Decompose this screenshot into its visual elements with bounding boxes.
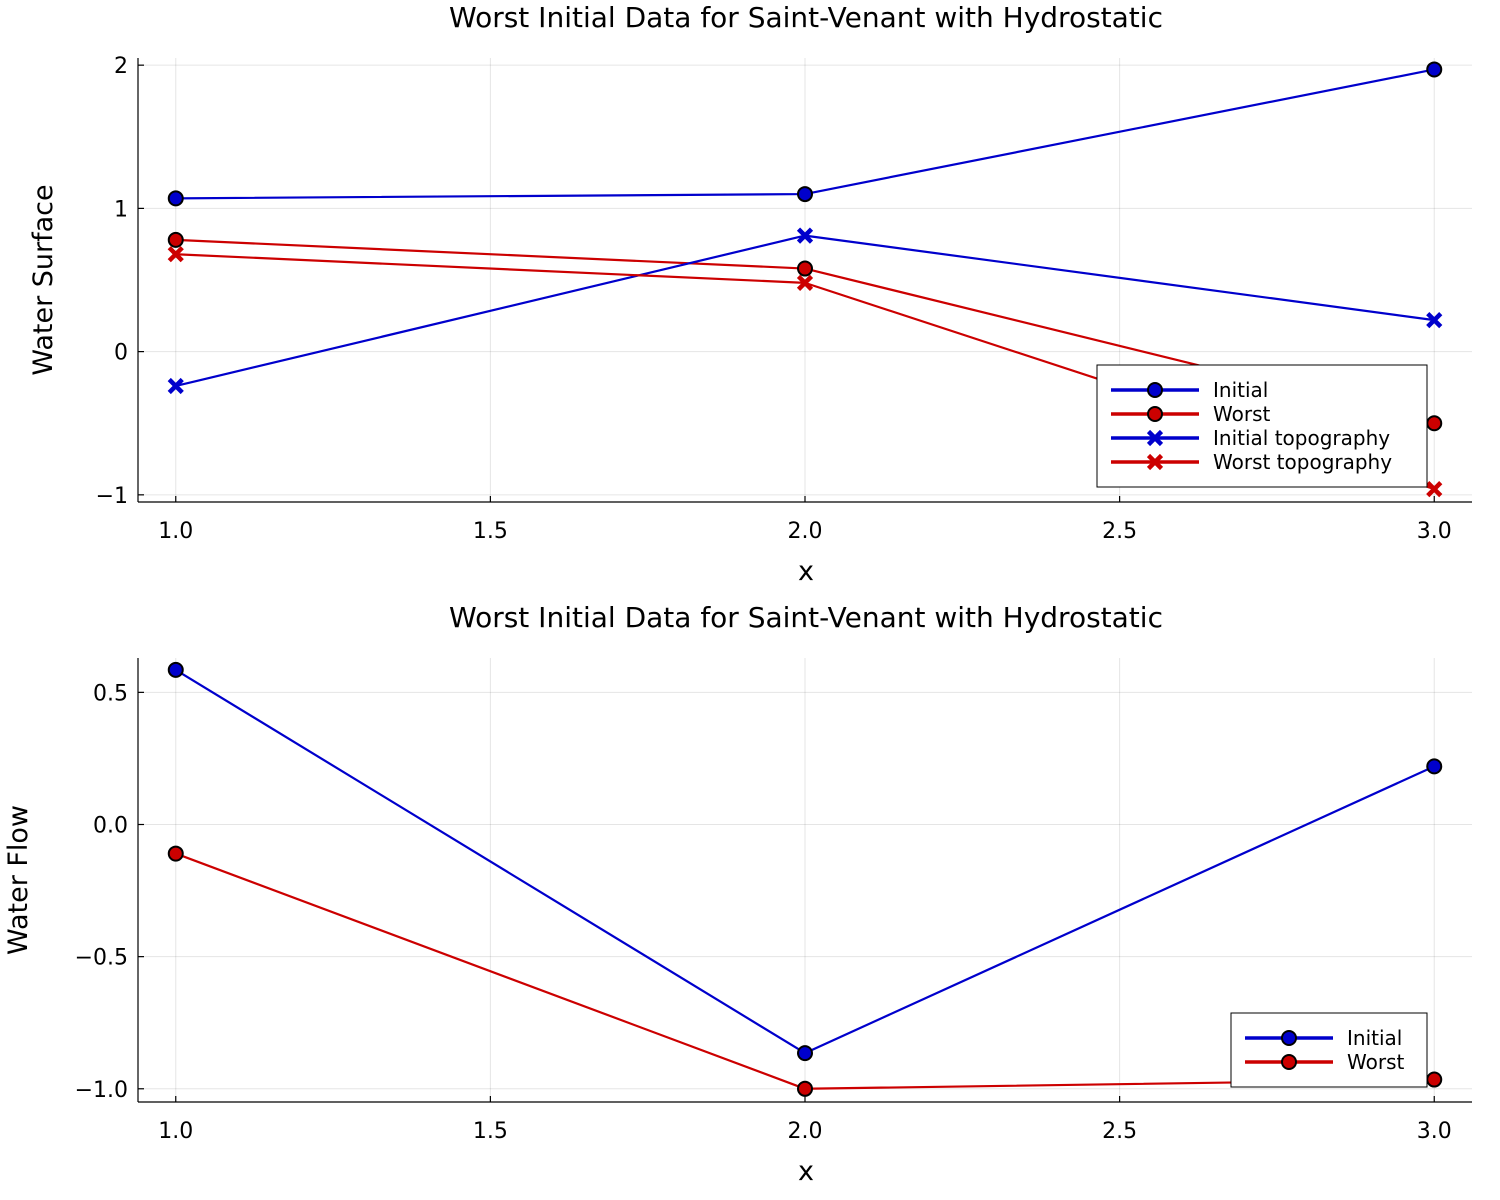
tick-labels: 1.0 1.5 2.0 2.5 3.0 −1 0 1 2 [96,54,1452,544]
data-point [797,260,813,277]
legend-marker [1281,1030,1297,1046]
data-point [797,1080,813,1097]
legend-label: Initial topography [1213,426,1390,450]
x-axis-label: x [798,1156,814,1187]
x-tick-label: 2.0 [788,1119,823,1144]
data-point [796,227,814,244]
legend-label: Worst [1213,402,1270,426]
data-point [1426,415,1443,432]
legend-label: Initial [1213,378,1268,402]
legend-label: Worst topography [1213,450,1392,474]
data-point [1426,312,1443,329]
y-axis-label: Water Flow [3,805,34,955]
chart-title: Worst Initial Data for Saint-Venant with… [449,601,1163,634]
x-tick-label: 3.0 [1417,519,1452,544]
series-group [167,661,1443,1097]
legend-label: Worst [1347,1050,1404,1074]
x-tick-label: 3.0 [1417,1119,1452,1144]
data-point [167,661,184,678]
legend-label: Initial [1347,1026,1402,1050]
y-tick-label: 0 [114,341,128,366]
y-tick-label: 1 [114,197,128,222]
data-point [167,377,184,395]
y-tick-label: 2 [114,54,128,79]
chart-title: Worst Initial Data for Saint-Venant with… [449,1,1163,34]
data-point [1426,61,1443,78]
x-tick-label: 2.5 [1102,1119,1137,1144]
x-tick-label: 1.0 [158,519,193,544]
data-point [1426,481,1443,498]
legend-marker [1146,453,1164,471]
x-tick-label: 1.5 [473,519,508,544]
legend-marker [1147,382,1163,398]
data-point [167,190,184,207]
y-tick-label: −1 [96,484,128,509]
data-point [797,186,813,203]
data-point [1426,1071,1443,1088]
grid-lines [138,58,1472,502]
legend-box [1230,1012,1428,1088]
y-axis-label: Water Surface [28,184,59,375]
chart-panel-water-surface: Worst Initial Data for Saint-Venant with… [28,1,1472,587]
y-tick-label: −1.0 [75,1078,128,1103]
x-tick-label: 2.5 [1102,519,1137,544]
x-axis-label: x [798,556,814,587]
x-tick-label: 1.0 [158,1119,193,1144]
data-point [167,845,184,862]
chart-panel-water-flow: Worst Initial Data for Saint-Venant with… [3,601,1472,1187]
legend-marker [1146,429,1164,447]
legend-marker [1281,1054,1297,1070]
data-point [1426,758,1443,775]
y-tick-label: −0.5 [75,946,128,971]
y-tick-label: 0.5 [93,681,128,706]
x-tick-label: 1.5 [473,1119,508,1144]
data-point [167,231,184,248]
y-tick-label: 0.0 [93,814,128,839]
data-point [796,274,814,291]
legend-marker [1147,406,1163,422]
data-point [167,246,184,263]
data-point [797,1045,813,1062]
x-tick-label: 2.0 [788,519,823,544]
tick-labels: 1.0 1.5 2.0 2.5 3.0 −1.0 −0.5 0.0 0.5 [75,681,1452,1144]
